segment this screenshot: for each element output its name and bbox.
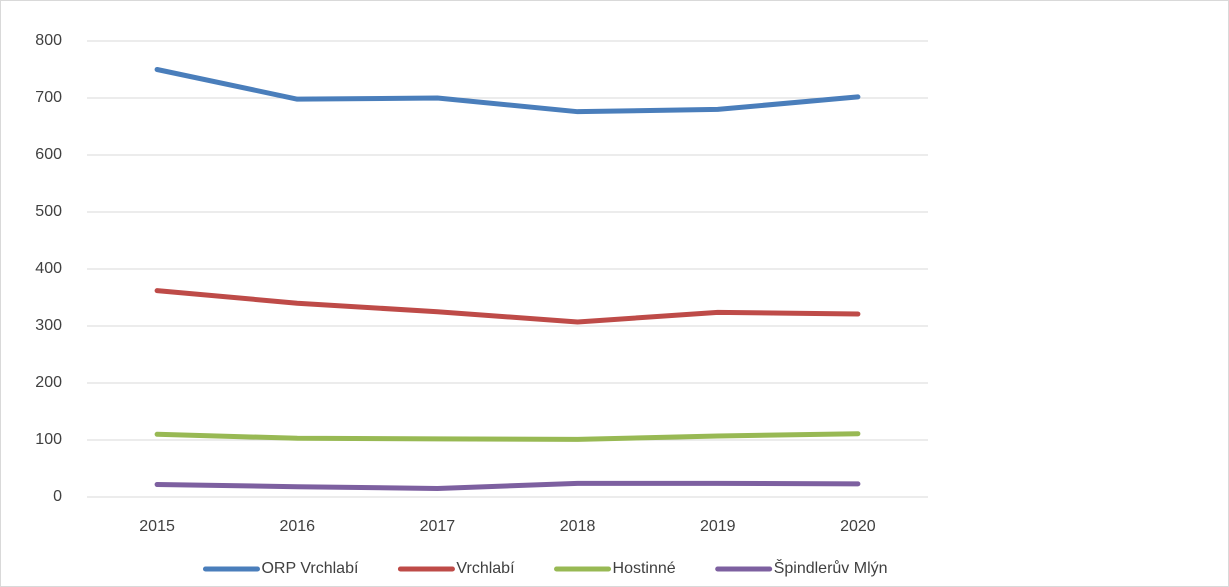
x-tick-label: 2020 [840,518,876,535]
x-tick-label: 2015 [139,518,175,535]
legend-label: Špindlerův Mlýn [774,558,888,577]
x-tick-label: 2019 [700,518,736,535]
x-tick-label: 2018 [560,518,596,535]
series-line [154,288,861,325]
x-tick-label: 2016 [279,518,315,535]
series-line [154,67,861,115]
y-tick-label: 500 [35,203,62,220]
y-tick-label: 0 [53,488,62,505]
series-line [154,431,861,442]
series-line [154,480,861,491]
y-tick-label: 700 [35,89,62,106]
y-tick-label: 200 [35,374,62,391]
y-tick-label: 600 [35,146,62,163]
y-tick-label: 300 [35,317,62,334]
y-tick-label: 400 [35,260,62,277]
legend-label: ORP Vrchlabí [261,560,358,577]
x-tick-label: 2017 [420,518,456,535]
legend-label: Vrchlabí [456,560,515,577]
y-tick-label: 100 [35,431,62,448]
legend-label: Hostinné [613,560,676,577]
y-tick-label: 800 [35,32,62,49]
